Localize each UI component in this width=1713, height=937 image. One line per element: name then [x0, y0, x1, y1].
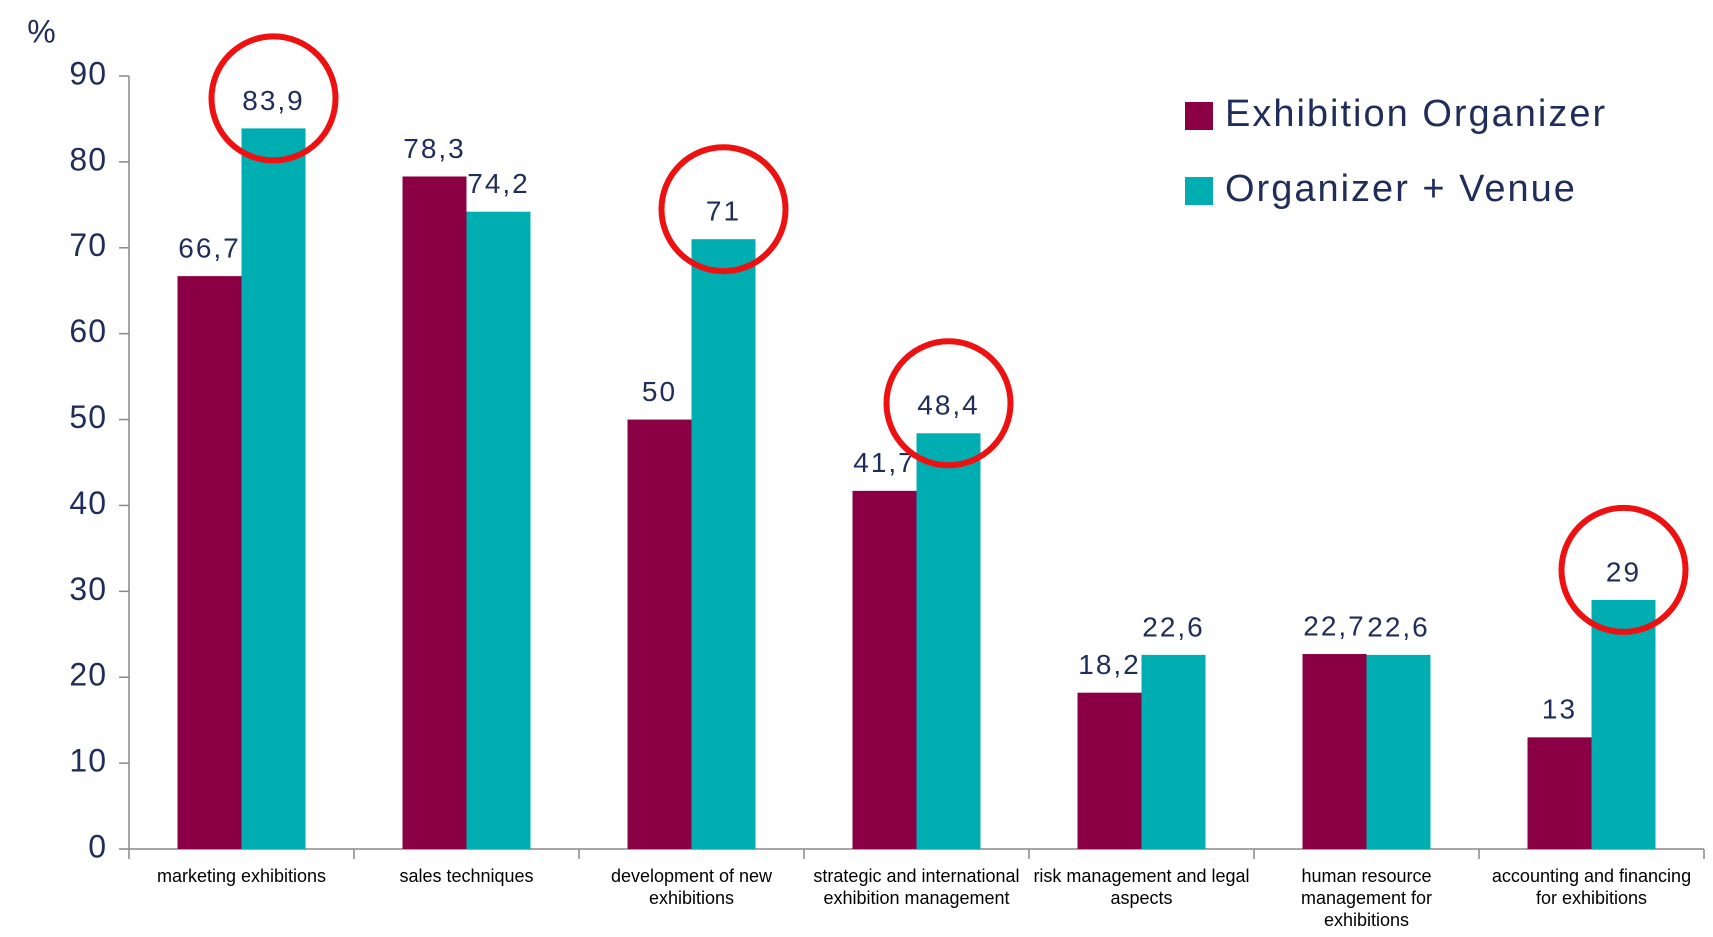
value-label: 50 — [642, 376, 677, 407]
x-tick-label: risk management and legal aspects — [1033, 866, 1250, 908]
highlight-circle — [1558, 504, 1689, 635]
value-label: 71 — [706, 196, 741, 227]
bar — [1141, 654, 1206, 849]
bar — [852, 490, 917, 849]
bar — [241, 128, 306, 850]
y-tick-label: 40 — [69, 485, 107, 521]
value-label: 41,7 — [853, 447, 916, 478]
value-label: 83,9 — [242, 85, 305, 116]
bar — [1077, 692, 1142, 849]
x-tick-label: accounting and financing for exhibitions — [1491, 866, 1692, 908]
value-label: 66,7 — [178, 233, 241, 264]
x-tick-label: marketing exhibitions — [156, 866, 327, 886]
bar — [1591, 599, 1656, 849]
x-tick-label: sales techniques — [399, 866, 534, 886]
value-label: 22,7 — [1303, 610, 1366, 641]
value-label: 78,3 — [403, 133, 466, 164]
bar — [1366, 654, 1431, 849]
legend-label: Exhibition Organizer — [1225, 93, 1607, 135]
highlight-circle — [208, 33, 339, 164]
legend-label: Organizer + Venue — [1225, 168, 1577, 210]
bar — [402, 176, 467, 850]
bar — [1527, 737, 1592, 849]
highlight-circle — [883, 338, 1014, 469]
y-tick-label: 10 — [69, 743, 107, 779]
y-tick-label: 80 — [69, 141, 107, 177]
y-tick-label: 20 — [69, 657, 107, 693]
y-tick-label: 60 — [69, 313, 107, 349]
bar — [916, 433, 981, 849]
legend-swatch — [1185, 177, 1213, 205]
value-label: 48,4 — [917, 390, 980, 421]
y-tick-label: 50 — [69, 399, 107, 435]
x-tick-label: strategic and international exhibition m… — [813, 866, 1020, 908]
highlight-circle — [658, 144, 789, 275]
y-tick-label: 30 — [69, 571, 107, 607]
y-tick-label: 0 — [88, 828, 107, 864]
legend-swatch — [1185, 102, 1213, 130]
x-tick-label: human resource management for exhibition… — [1300, 866, 1433, 930]
bar — [466, 211, 531, 849]
bar — [691, 239, 756, 849]
value-label: 74,2 — [467, 168, 530, 199]
value-label: 29 — [1606, 556, 1641, 587]
y-tick-label: 70 — [69, 227, 107, 263]
y-axis-label: % — [27, 13, 56, 49]
value-label: 22,6 — [1367, 611, 1430, 642]
bar — [1302, 654, 1367, 849]
x-tick-label: development of new exhibitions — [610, 866, 773, 908]
value-label: 13 — [1542, 694, 1577, 725]
value-label: 22,6 — [1142, 611, 1205, 642]
value-label: 18,2 — [1078, 649, 1141, 680]
y-tick-label: 90 — [69, 55, 107, 91]
bar — [177, 276, 242, 850]
bar — [627, 419, 692, 849]
